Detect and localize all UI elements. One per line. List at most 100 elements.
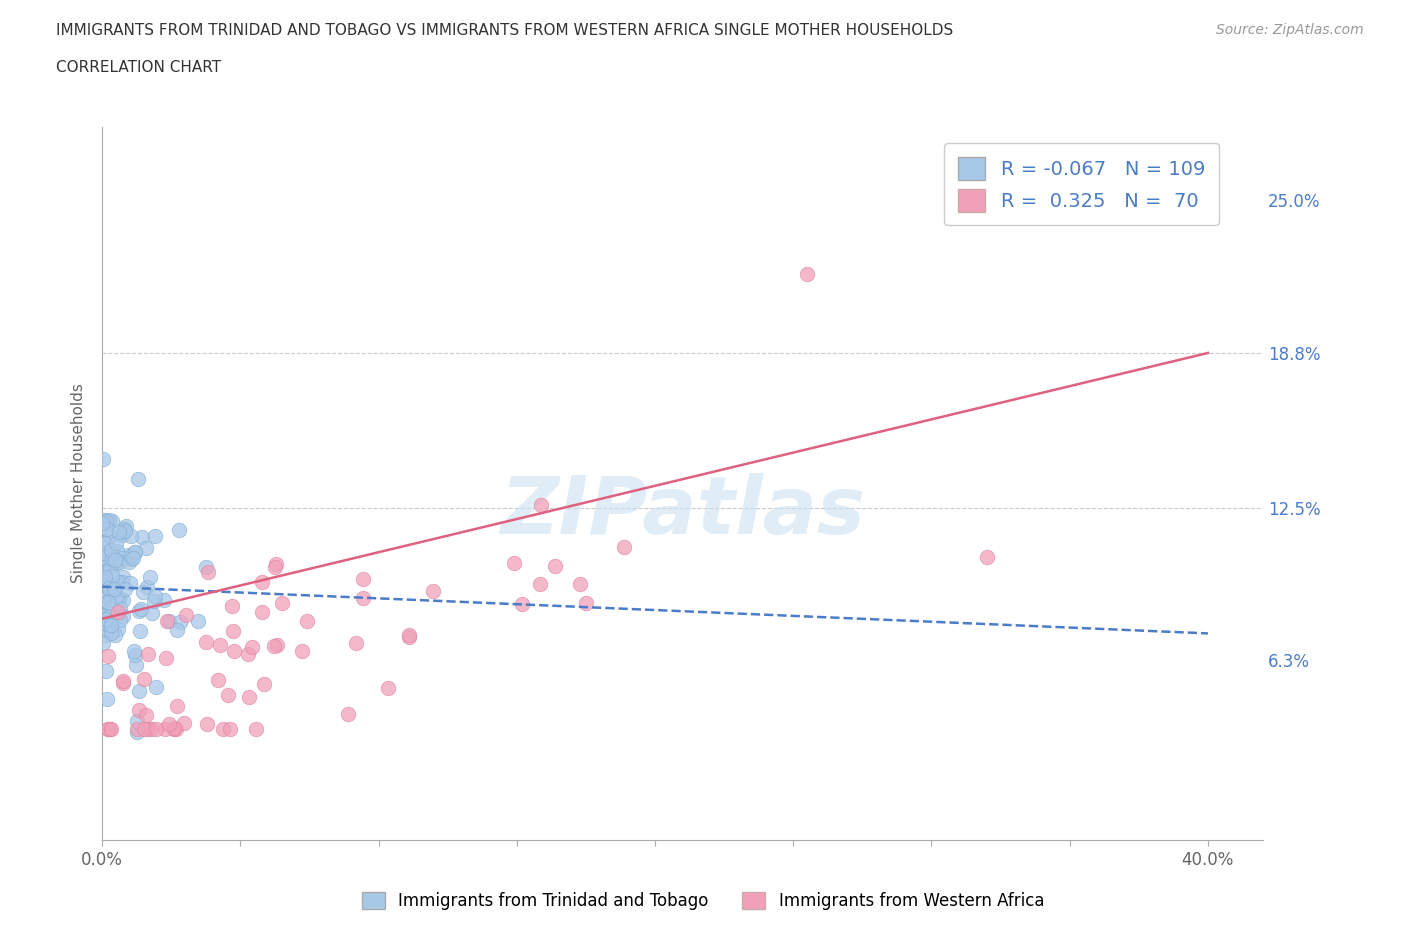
Point [118,576,141,591]
Point [219,722,242,737]
Point [568,577,591,591]
Point [103,552,125,567]
Point [264,556,287,571]
Point [100,543,122,558]
Point [128,703,150,718]
Point [91,515,114,530]
Point [111,608,134,623]
Point [139,722,162,737]
Point [377,680,399,695]
Point [101,513,124,528]
Text: Source: ZipAtlas.com: Source: ZipAtlas.com [1216,23,1364,37]
Point [236,646,259,661]
Point [145,680,167,695]
Point [96,522,118,537]
Point [135,579,157,594]
Point [240,640,263,655]
Point [143,593,166,608]
Point [105,536,128,551]
Point [153,722,176,737]
Point [166,699,188,714]
Point [100,582,122,597]
Point [155,650,177,665]
Point [110,613,132,628]
Point [157,717,180,732]
Point [96,587,118,602]
Point [207,672,229,687]
Point [132,722,155,737]
Point [108,555,131,570]
Point [107,604,129,619]
Point [422,584,444,599]
Point [128,623,150,638]
Point [245,722,267,737]
Point [291,644,314,658]
Point [100,626,122,641]
Point [94,663,117,678]
Point [143,588,166,603]
Point [221,598,243,613]
Point [111,593,134,608]
Point [114,581,136,596]
Point [131,529,153,544]
Point [344,635,367,650]
Point [264,560,287,575]
Point [238,690,260,705]
Point [163,722,186,737]
Point [105,588,128,603]
Point [252,575,274,590]
Point [398,630,420,644]
Point [98,529,121,544]
Point [266,637,288,652]
Text: IMMIGRANTS FROM TRINIDAD AND TOBAGO VS IMMIGRANTS FROM WESTERN AFRICA SINGLE MOT: IMMIGRANTS FROM TRINIDAD AND TOBAGO VS I… [56,23,953,38]
Point [195,717,218,732]
Point [98,617,121,631]
Point [122,551,145,565]
Point [122,644,145,658]
Point [98,722,121,737]
Point [120,551,142,566]
Point [91,592,114,607]
Point [353,591,375,605]
Point [111,575,134,590]
Point [96,622,118,637]
Point [132,671,155,686]
Point [91,608,114,623]
Point [97,512,120,527]
Point [112,570,135,585]
Point [163,721,186,736]
Point [93,551,115,566]
Point [91,452,114,467]
Point [96,574,118,589]
Point [136,722,159,737]
Point [101,586,124,601]
Point [93,512,115,527]
Point [127,713,149,728]
Point [128,604,150,618]
Point [135,708,157,723]
Point [212,722,235,737]
Point [529,577,551,591]
Point [127,472,149,487]
Point [93,550,115,565]
Point [575,595,598,610]
Point [612,539,634,554]
Point [127,722,149,737]
Point [97,594,120,609]
Point [98,582,121,597]
Point [93,616,115,631]
Point [217,687,239,702]
Point [165,722,187,737]
Point [544,558,567,573]
Point [100,615,122,630]
Point [197,565,219,579]
Point [100,618,122,633]
Point [96,615,118,630]
Point [111,673,134,688]
Point [104,578,127,592]
Point [124,545,146,560]
Point [94,608,117,623]
Point [98,614,121,629]
Point [174,608,197,623]
Point [111,551,134,565]
